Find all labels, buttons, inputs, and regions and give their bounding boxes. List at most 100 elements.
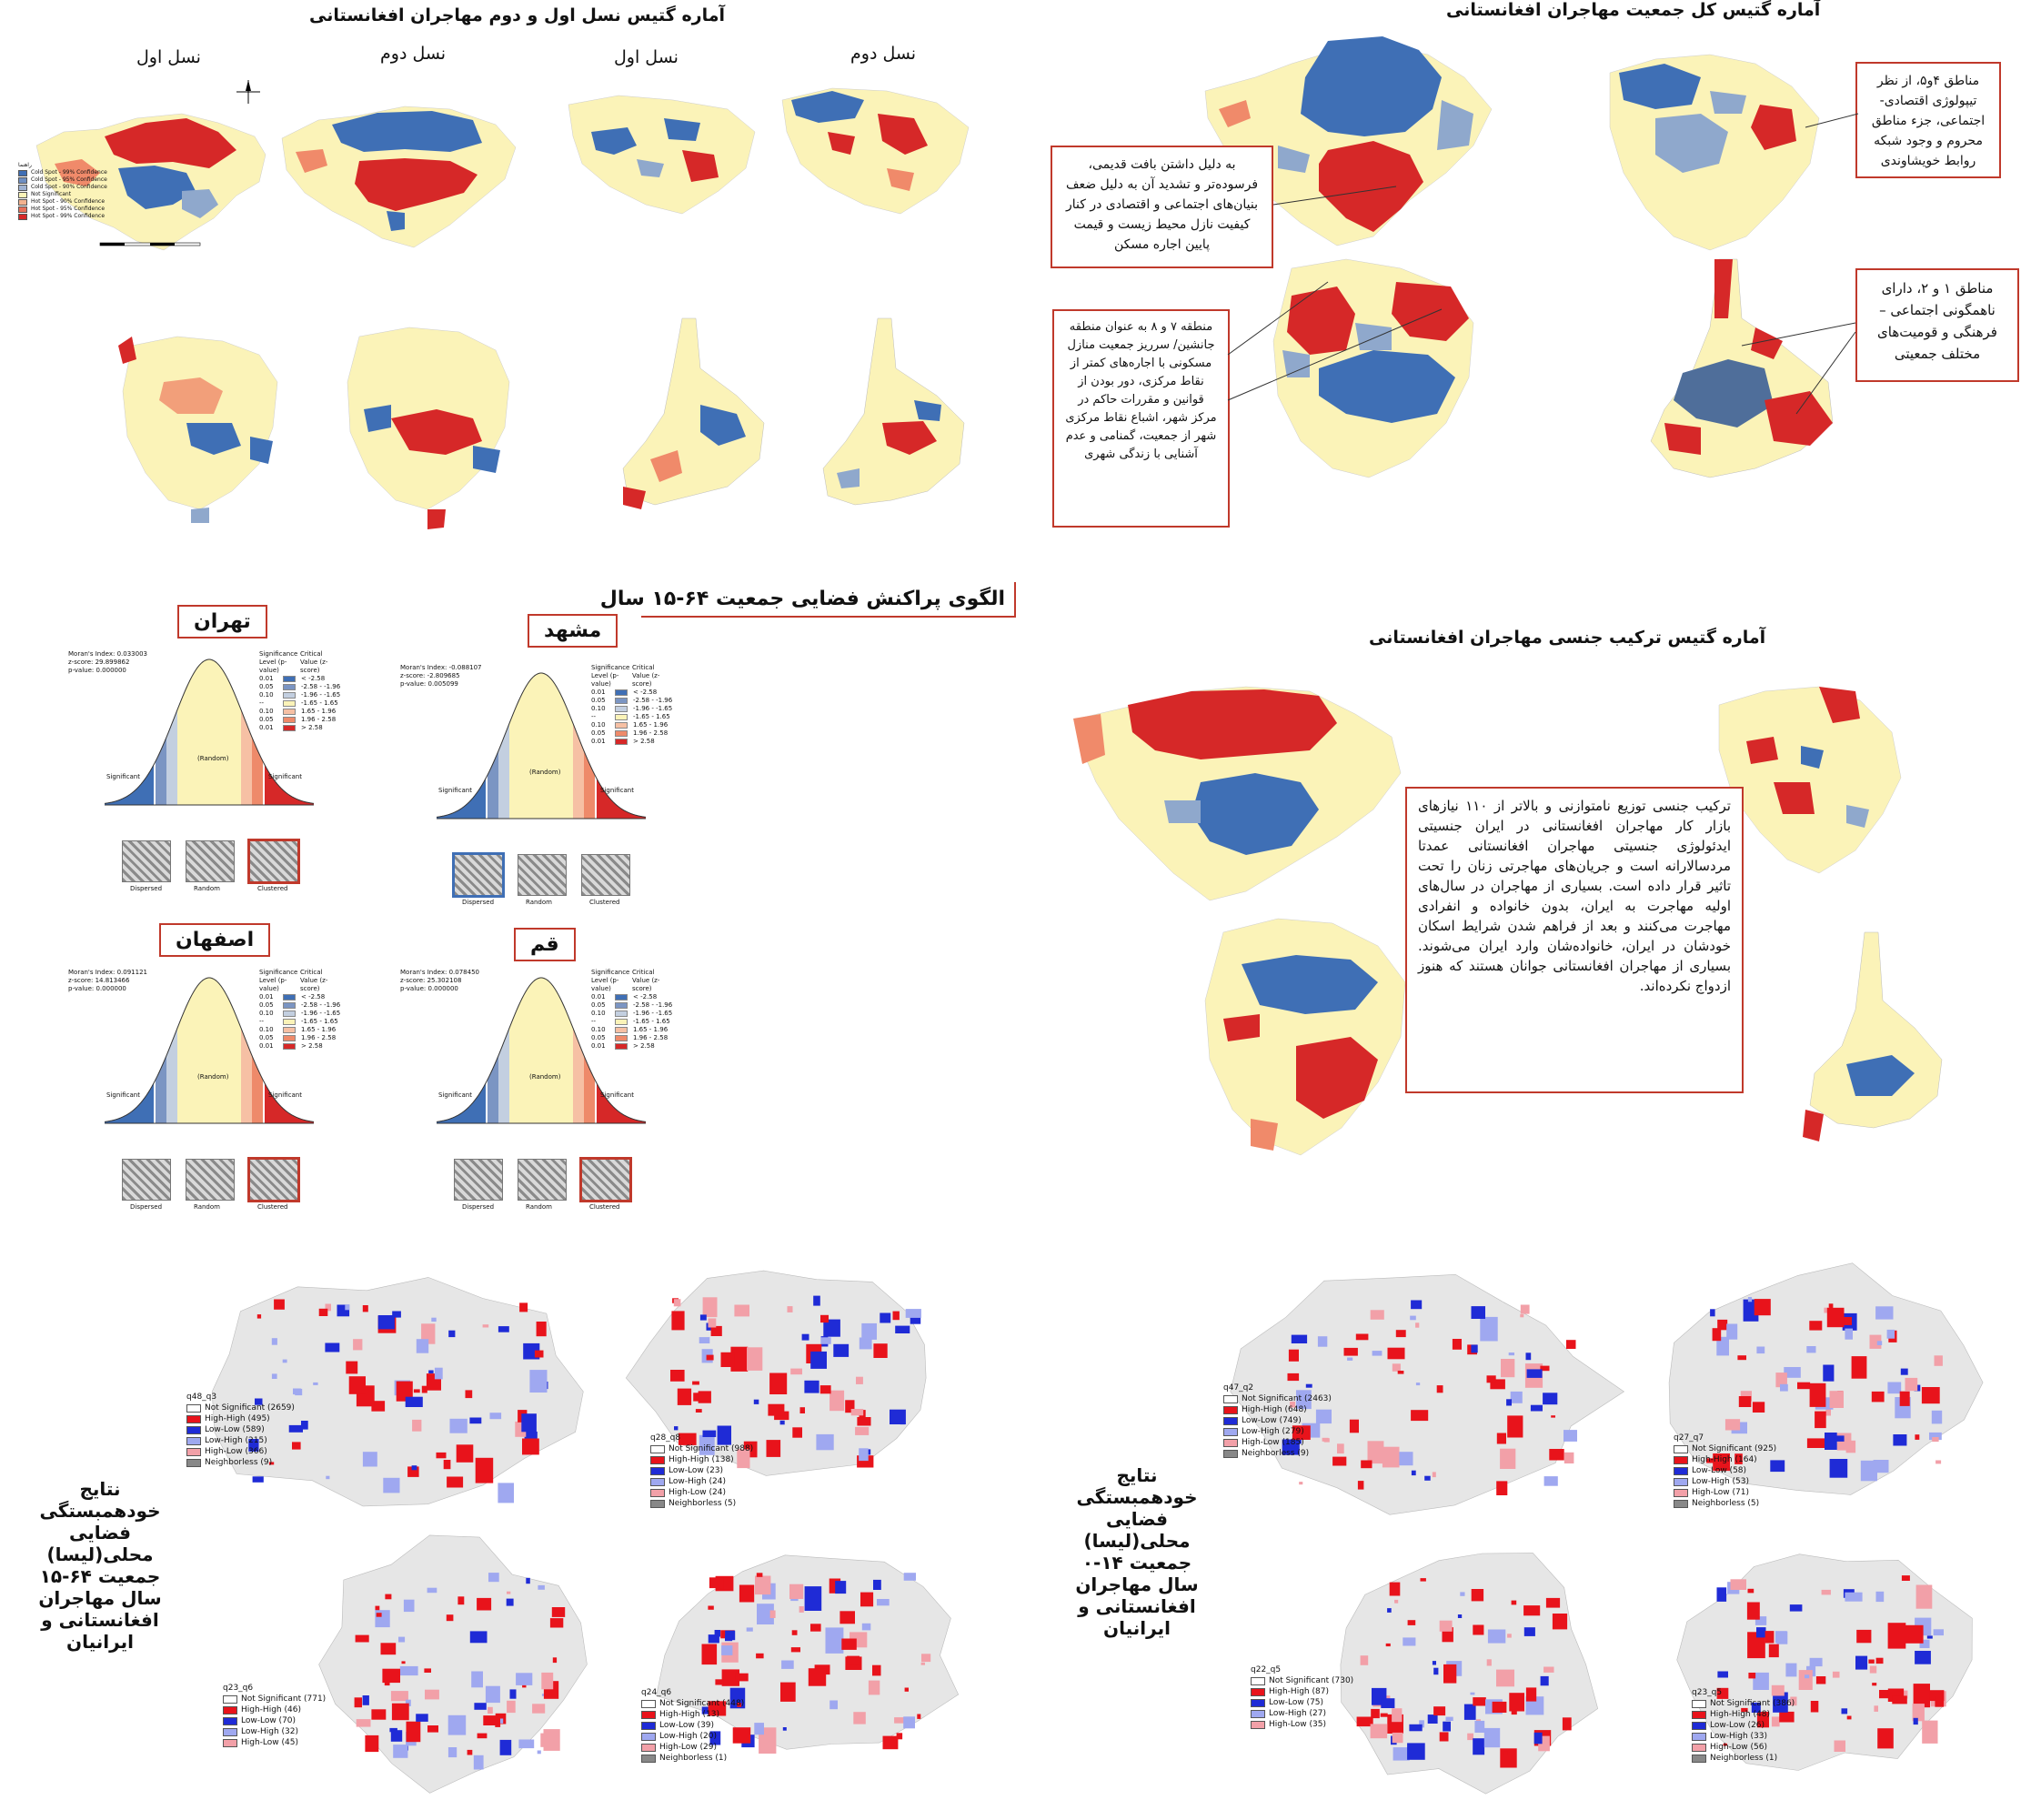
lisa-cluster-patch — [1357, 1481, 1364, 1490]
lisa-legend-item: Low-Low (70) — [241, 1716, 297, 1725]
lisa-cluster-patch — [362, 1305, 368, 1312]
curve-band — [488, 750, 498, 819]
lisa-map-q27_q7 — [1668, 1262, 1984, 1495]
lisa-cluster-patch — [1790, 1696, 1797, 1706]
lisa-cluster-patch — [1347, 1357, 1353, 1361]
lisa-legend-swatch — [1251, 1720, 1265, 1729]
lisa-cluster-patch — [730, 1346, 749, 1372]
lisa-cluster-patch — [894, 1717, 904, 1724]
lisa-map-q28_q8 — [625, 1270, 927, 1476]
lisa-cluster-patch — [522, 1683, 527, 1688]
lisa-cluster-patch — [1868, 1659, 1875, 1664]
moran-swatch — [615, 1027, 628, 1033]
lisa-cluster-patch — [1723, 1743, 1727, 1746]
moran-level: 0.01 — [591, 689, 606, 696]
lisa-cluster-patch — [1919, 1639, 1930, 1648]
lisa-cluster-patch — [1407, 1620, 1416, 1625]
lisa-legend-swatch — [1692, 1710, 1706, 1719]
note-old-fabric: به دلیل داشتن بافت قدیمی، فرسوده‌تر و تش… — [1051, 146, 1273, 268]
lisa-cluster-patch — [861, 1322, 877, 1340]
moran-level: -- — [591, 1018, 597, 1025]
lisa-cluster-patch — [1789, 1604, 1803, 1612]
lisa-cluster-patch — [873, 1343, 888, 1358]
lisa-cluster-patch — [816, 1433, 834, 1451]
lisa-cluster-patch — [1768, 1644, 1779, 1658]
moran-p: p-value: 0.000000 — [400, 985, 458, 992]
lisa-cluster-patch — [1500, 1448, 1516, 1469]
curve-outline — [436, 672, 647, 818]
lisa-cluster-patch — [860, 1592, 874, 1607]
lisa-cluster-patch — [1747, 1297, 1753, 1302]
lisa-cluster-patch — [1806, 1346, 1816, 1353]
lisa-cluster-patch — [1846, 1715, 1852, 1720]
lisa-cluster-patch — [1738, 1396, 1752, 1407]
lisa-cluster-patch — [1724, 1419, 1741, 1431]
moran-z: z-score: 29.899862 — [68, 659, 130, 666]
curve-band — [573, 723, 584, 819]
lisa-cluster-patch — [375, 1605, 380, 1613]
lisa-cluster-patch — [252, 1476, 264, 1483]
lisa-cluster-patch — [701, 1644, 718, 1665]
lisa-cluster-patch — [708, 1318, 717, 1328]
lisa-cluster-patch — [1411, 1410, 1429, 1422]
lisa-cluster-patch — [1480, 1316, 1498, 1342]
moran-level: 0.05 — [259, 716, 274, 723]
lisa-cluster-patch — [1427, 1714, 1438, 1724]
lisa-cluster-patch — [737, 1449, 750, 1469]
lisa-cluster-patch — [1828, 1303, 1834, 1310]
lisa-cluster-patch — [756, 1573, 763, 1577]
curve-label-significant-right: Significant — [268, 1091, 302, 1099]
lisa-cluster-patch — [1410, 1315, 1416, 1321]
lisa-legend-swatch — [1674, 1466, 1688, 1475]
lisa-cluster-patch — [1305, 1383, 1312, 1388]
lisa-cluster-patch — [1810, 1701, 1819, 1713]
lisa-cluster-patch — [829, 1700, 838, 1710]
map-tehran-gen2 — [281, 106, 517, 248]
lisa-cluster-patch — [416, 1339, 429, 1353]
lisa-cluster-patch — [427, 1725, 438, 1733]
lisa-cluster-patch — [274, 1299, 285, 1310]
lisa-cluster-patch — [861, 1623, 871, 1631]
lisa-cluster-patch — [456, 1444, 474, 1463]
lisa-legend-swatch — [186, 1414, 201, 1423]
lisa-cluster-patch — [1844, 1317, 1852, 1325]
lisa-cluster-patch — [390, 1691, 408, 1702]
lisa-cluster-patch — [1403, 1637, 1416, 1646]
lisa-cluster-patch — [1915, 1584, 1933, 1609]
lisa-cluster-patch — [1832, 1671, 1840, 1678]
moran-critical: -1.96 - -1.65 — [633, 1010, 673, 1017]
lisa-cluster-patch — [509, 1689, 517, 1699]
lisa-legend-swatch — [1692, 1721, 1706, 1730]
moran-level: -- — [259, 699, 265, 707]
lisa-cluster-patch — [1901, 1575, 1910, 1581]
lisa-legend-title: q24_q6 — [641, 1688, 672, 1697]
lisa-cluster-patch — [549, 1618, 564, 1628]
lisa-legend-item: High-High (13) — [659, 1710, 719, 1719]
map-isfahan-gen2 — [347, 327, 510, 529]
lisa-cluster-patch — [1372, 1351, 1382, 1356]
moran-level: 0.01 — [259, 675, 274, 682]
gen-legend-title: راهنما — [18, 162, 32, 168]
scale-bar — [99, 242, 201, 246]
lisa-cluster-patch — [674, 1426, 679, 1431]
lisa-legend-item: Low-High (279) — [1242, 1427, 1304, 1436]
lisa-left-title: نتایج خودهمبستگی فضایی محلی(لیسا) جمعیت … — [38, 1478, 162, 1653]
lisa-cluster-patch — [436, 1452, 447, 1459]
lisa-cluster-patch — [699, 1337, 710, 1343]
lisa-cluster-patch — [1869, 1665, 1877, 1674]
lisa-cluster-patch — [917, 1714, 921, 1719]
pattern-dispersed-box — [454, 1159, 503, 1201]
lisa-legend-swatch — [1251, 1687, 1265, 1696]
lisa-cluster-patch — [1851, 1356, 1867, 1379]
lisa-cluster-patch — [1332, 1456, 1347, 1466]
lisa-cluster-patch — [900, 1420, 906, 1425]
lisa-cluster-patch — [1543, 1393, 1558, 1405]
lisa-cluster-patch — [792, 1427, 802, 1438]
lisa-legend-item: High-High (164) — [1692, 1455, 1757, 1464]
curve-label-significant-right: Significant — [268, 773, 302, 780]
lisa-cluster-patch — [1523, 1627, 1535, 1636]
lisa-legend-swatch — [186, 1458, 201, 1467]
moran-swatch — [283, 994, 296, 1000]
lisa-cluster-patch — [406, 1721, 421, 1743]
lisa-legend-item: Not Significant (2659) — [205, 1403, 295, 1413]
